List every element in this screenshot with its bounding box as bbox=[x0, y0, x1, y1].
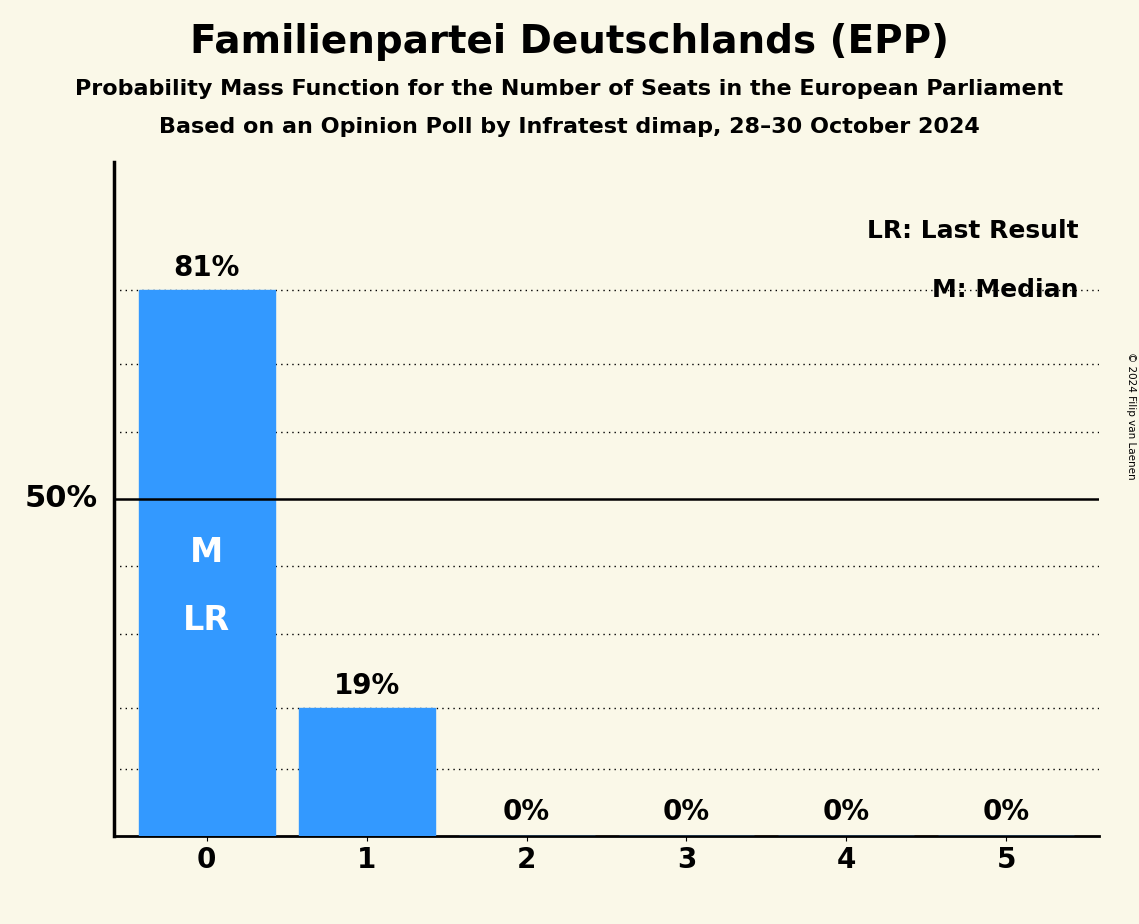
Text: 0%: 0% bbox=[983, 798, 1030, 826]
Text: 50%: 50% bbox=[25, 484, 98, 514]
Text: LR: Last Result: LR: Last Result bbox=[867, 219, 1079, 243]
Text: Familienpartei Deutschlands (EPP): Familienpartei Deutschlands (EPP) bbox=[190, 23, 949, 61]
Text: M: M bbox=[190, 537, 223, 569]
Text: M: Median: M: Median bbox=[932, 278, 1079, 302]
Text: 0%: 0% bbox=[663, 798, 710, 826]
Text: © 2024 Filip van Laenen: © 2024 Filip van Laenen bbox=[1126, 352, 1136, 480]
Text: LR: LR bbox=[183, 604, 230, 637]
Bar bbox=[139, 290, 274, 836]
Text: Based on an Opinion Poll by Infratest dimap, 28–30 October 2024: Based on an Opinion Poll by Infratest di… bbox=[159, 117, 980, 138]
Bar bbox=[298, 708, 435, 836]
Text: 0%: 0% bbox=[503, 798, 550, 826]
Text: 19%: 19% bbox=[334, 672, 400, 700]
Text: 81%: 81% bbox=[173, 254, 240, 282]
Text: 0%: 0% bbox=[822, 798, 870, 826]
Text: Probability Mass Function for the Number of Seats in the European Parliament: Probability Mass Function for the Number… bbox=[75, 79, 1064, 99]
